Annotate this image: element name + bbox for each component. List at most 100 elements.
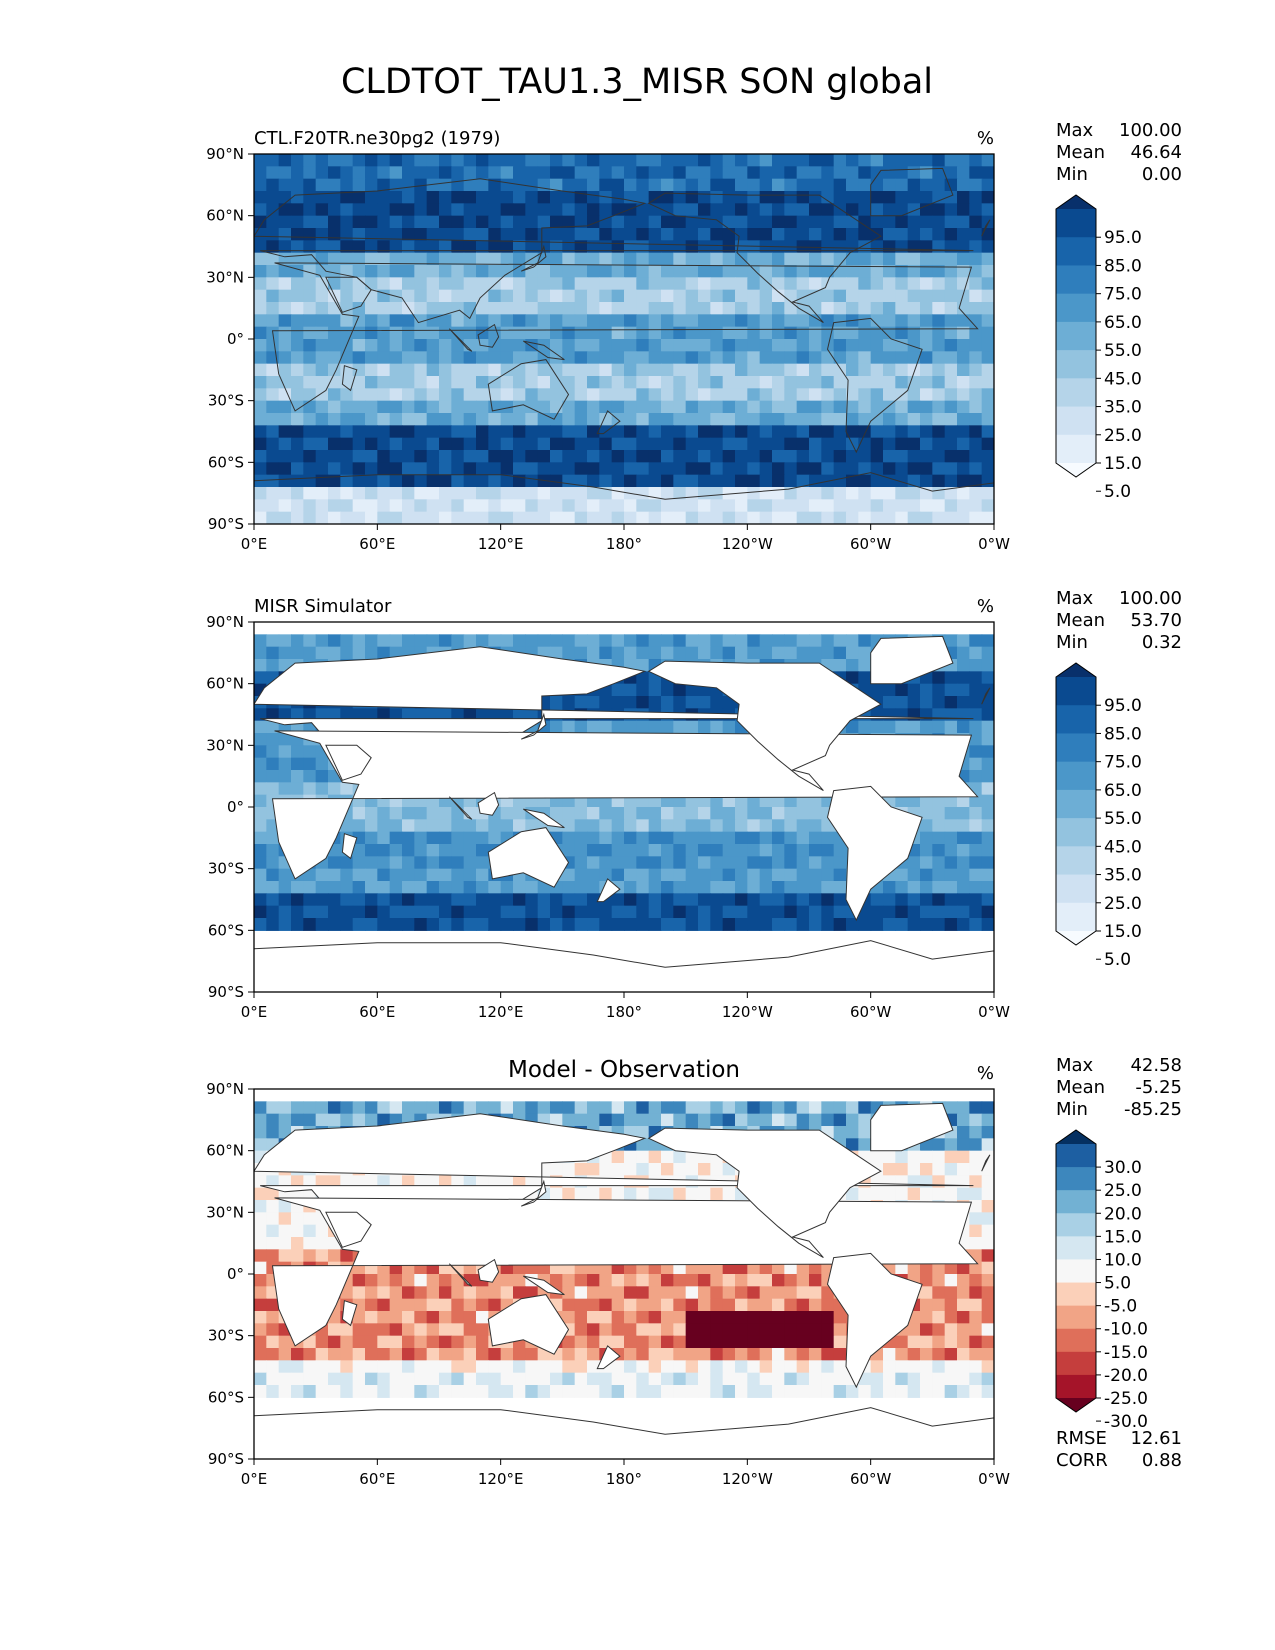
colorbar-tick-label: 5.0 [1104,950,1131,970]
y-tick-label: 90°S [208,1450,244,1468]
coastline-samerica [826,317,923,454]
coastline-newzealand [596,410,621,435]
coastline-borneo [477,323,500,348]
colorbar-extend-max [1056,663,1096,677]
panel-2: MISR Simulator % 0°E 60°E 120°E 180° 120°W 60°W… [206,588,1182,1021]
colorbar-segment [1056,677,1096,706]
coastline-africa [271,730,979,880]
footer-stat-value: 12.61 [1130,1428,1182,1449]
coastline-borneo [477,791,500,816]
map-field [254,634,994,992]
coastline-uk [981,1154,991,1172]
coastline-newguinea [523,1275,565,1296]
colorbar-segment [1056,237,1096,266]
x-tick-label: 180° [606,1470,642,1488]
stat-label: Min [1056,164,1088,185]
y-tick-label: 0° [227,330,244,348]
y-tick-label: 90°N [206,145,244,163]
x-tick-label: 120°E [478,535,524,553]
colorbar-tick-label: 25.0 [1104,1181,1142,1201]
coastline-japan [520,1179,547,1207]
coastline-newzealand [596,1345,621,1370]
colorbar-segment [1056,1144,1096,1168]
colorbar-tick-label: 15.0 [1104,922,1142,942]
colorbar-segment [1056,406,1096,436]
coastline-africa [271,262,979,412]
colorbar-segment [1056,761,1096,791]
coastline-australia [487,359,570,420]
colorbar-segment [1056,350,1096,379]
units-label: % [977,1063,994,1084]
coastline-sumatra [448,328,473,352]
x-tick-label: 0°E [241,535,268,553]
colorbar-tick-label: -15.0 [1104,1343,1148,1363]
x-tick-label: 180° [606,535,642,553]
colorbar-tick-label: -5.0 [1104,1297,1137,1317]
colorbar-segment [1056,733,1096,763]
colorbar-tick-label: 45.0 [1104,837,1142,857]
coastline-samerica [826,785,923,922]
coastline-namerica [647,192,882,324]
y-tick-label: 60°N [206,675,244,693]
panel-title: Model - Observation [508,1057,740,1083]
colorbar-segment [1056,1213,1096,1237]
colorbar-segment [1056,874,1096,904]
stat-value: 100.00 [1119,588,1182,609]
y-tick-label: 30°N [206,1203,244,1221]
x-tick-label: 0°E [241,1470,268,1488]
stat-value: 42.58 [1130,1055,1182,1076]
colorbar-tick-label: 35.0 [1104,398,1142,418]
colorbar-segment [1056,789,1096,819]
panel-title: MISR Simulator [254,596,392,617]
coastline-greenland [870,1102,954,1152]
stat-label: Max [1056,588,1094,609]
colorbar-segment [1056,434,1096,464]
coastline-newzealand [596,878,621,903]
x-tick-label: 60°W [850,1470,892,1488]
stat-value: 0.00 [1142,164,1182,185]
colorbar-tick-label: 15.0 [1104,454,1142,474]
colorbar-tick-label: 85.0 [1104,256,1142,276]
stat-label: Mean [1056,1077,1105,1098]
colorbar-segment [1056,1305,1096,1330]
colorbar-extend-max [1056,195,1096,209]
y-tick-label: 0° [227,798,244,816]
coastline-australia [487,827,570,888]
colorbar-tick-label: 95.0 [1104,228,1142,248]
coastline-japan [520,712,547,740]
colorbar-tick-label: -10.0 [1104,1320,1148,1340]
x-tick-label: 120°W [722,535,773,553]
colorbar-tick-label: 75.0 [1104,753,1142,773]
coastline-uk [981,687,991,705]
units-label: % [977,596,994,617]
x-tick-label: 60°E [359,1003,395,1021]
colorbar-segment [1056,293,1096,323]
colorbar-segment [1056,209,1096,238]
coastline-namerica [647,1127,882,1259]
x-tick-label: 120°W [722,1470,773,1488]
coastline-sumatra [448,1263,473,1287]
colorbar-segment [1056,705,1096,734]
stat-value: -5.25 [1135,1077,1182,1098]
y-tick-label: 60°N [206,207,244,225]
colorbar-tick-label: -20.0 [1104,1366,1148,1386]
y-tick-label: 0° [227,1265,244,1283]
coastline-antarctica [254,1407,994,1459]
x-tick-label: 180° [606,1003,642,1021]
colorbar-segment [1056,1328,1096,1353]
colorbar-extend-min [1056,1398,1096,1412]
stat-label: Max [1056,120,1094,141]
colorbar-tick-label: -30.0 [1104,1412,1148,1432]
coastline-antarctica [254,472,994,524]
coastline-madagascar [341,1300,358,1327]
panel-1: CTL.F20TR.ne30pg2 (1979) % 0°E 60°E 120°E 180… [206,120,1182,553]
panel-3: Model - Observation % 0°E 60°E 120°E 180° 120°… [206,1055,1182,1488]
y-tick-label: 90°S [208,983,244,1001]
colorbar-segment [1056,818,1096,847]
x-tick-label: 0°W [978,1470,1010,1488]
colorbar-extend-min [1056,931,1096,945]
colorbar-segment [1056,321,1096,351]
footer-stat-value: 0.88 [1142,1450,1182,1471]
stat-label: Mean [1056,610,1105,631]
